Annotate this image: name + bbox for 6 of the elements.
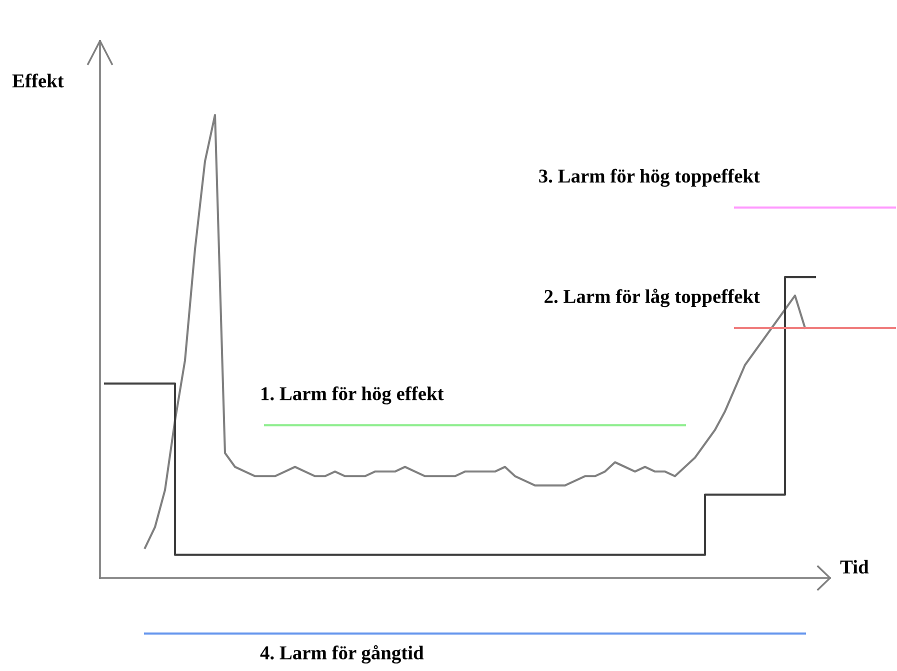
series-label: 2. Larm för låg toppeffekt — [544, 288, 760, 308]
series-label: 4. Larm för gångtid — [260, 645, 424, 664]
series-label: 3. Larm för hög toppeffekt — [539, 168, 760, 187]
series-label: 1. Larm för hög effekt — [262, 386, 444, 404]
y-axis-title: Effekt — [12, 74, 64, 88]
x-axis-title: Tid — [840, 560, 869, 574]
